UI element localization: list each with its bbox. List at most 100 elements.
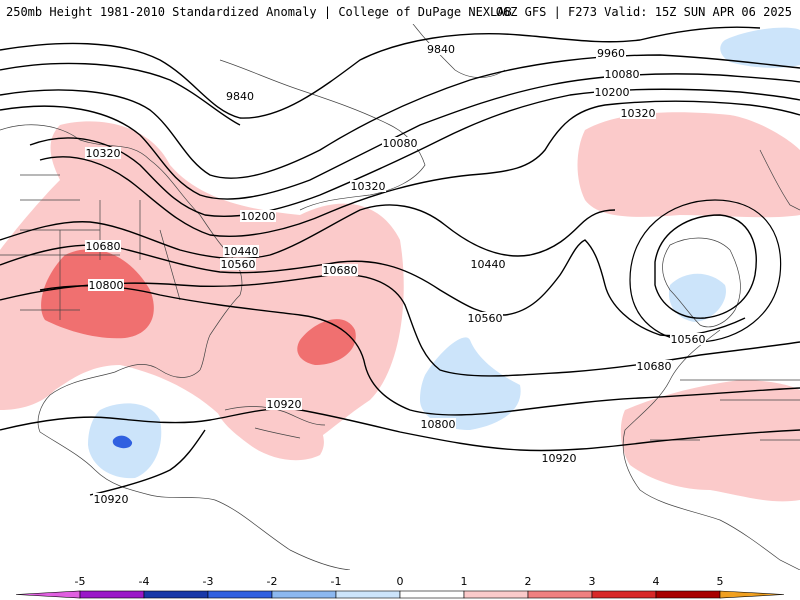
colorbar-tick-label: -1 [331,575,342,588]
contour-label: 10080 [382,137,418,150]
contour-label: 10800 [420,418,456,431]
colorbar-segment [655,590,721,599]
colorbar-segment [79,590,145,599]
contour-label: 10440 [223,245,259,258]
svg-text:10800: 10800 [421,418,456,431]
contour-label: 10080 [604,68,640,81]
colorbar-tick-label: 2 [525,575,532,588]
colorbar-segment [719,590,785,599]
colorbar-tick-label: -2 [267,575,278,588]
contour-label: 10200 [240,210,276,223]
colorbar-tick-label: 1 [461,575,468,588]
contour-10920 [0,407,800,452]
colorbar-tick-label: -4 [139,575,150,588]
header-bar: 250mb Height 1981-2010 Standardized Anom… [0,0,800,24]
strong-anomaly-atlantic [297,319,356,365]
contour-10560 [0,239,746,337]
svg-text:10560: 10560 [671,333,706,346]
contour-label: 9960 [596,47,626,60]
colorbar-segment [335,590,401,599]
contour-10200 [29,88,800,217]
colorbar-ticks: -5 -4 -3 -2 -1 0 1 2 3 4 5 [75,575,724,588]
svg-text:10560: 10560 [221,258,256,271]
contour-label: 10680 [322,264,358,277]
svg-text:10080: 10080 [383,137,418,150]
colorbar-tick-label: -3 [203,575,214,588]
contour-label: 10560 [467,312,503,325]
contour-10680 [0,273,800,377]
contour-10320 [39,100,800,237]
strong-anomaly-us [41,249,154,339]
svg-text:10440: 10440 [224,245,259,258]
negative-anomaly-northeast [720,27,800,68]
contour-label: 10560 [670,333,706,346]
height-contours [0,26,800,496]
anomaly-shading [0,27,800,502]
model-run-info: 06Z GFS | F273 Valid: 15Z SUN APR 06 202… [495,5,792,19]
contour-10920-south [89,429,206,496]
colorbar-segment [399,590,465,599]
svg-text:10920: 10920 [267,398,302,411]
contour-label: 10680 [636,360,672,373]
svg-text:10680: 10680 [637,360,672,373]
svg-text:9840: 9840 [226,90,254,103]
colorbar-legend: -5 -4 -3 -2 -1 0 1 2 3 4 5 [0,570,800,600]
svg-text:10320: 10320 [351,180,386,193]
colorbar-tick-label: 4 [653,575,660,588]
svg-text:10320: 10320 [621,107,656,120]
positive-anomaly-us [0,121,404,453]
colorbar [15,590,785,599]
svg-text:10440: 10440 [471,258,506,271]
contour-label: 10320 [85,147,121,160]
svg-text:10200: 10200 [595,86,630,99]
contour-9960 [0,54,800,179]
svg-text:10200: 10200 [241,210,276,223]
contour-10080 [0,73,800,200]
colorbar-segment [527,590,593,599]
colorbar-segment [591,590,657,599]
contour-9840 [0,26,761,119]
contour-labels: 9840 9840 9960 10080 10080 10200 10200 1… [85,43,706,506]
contour-label: 9840 [426,43,456,56]
contour-label: 10680 [85,240,121,253]
svg-text:9840: 9840 [427,43,455,56]
svg-text:10080: 10080 [605,68,640,81]
contour-10800 [39,285,800,416]
contour-label: 10320 [350,180,386,193]
colorbar-tick-label: 3 [589,575,596,588]
contour-9840-west [0,62,241,126]
positive-anomaly-north-atlantic [577,112,800,218]
contour-label: 10920 [541,452,577,465]
svg-text:9960: 9960 [597,47,625,60]
map-title: 250mb Height 1981-2010 Standardized Anom… [6,5,512,19]
contour-label: 10920 [93,493,129,506]
svg-text:10680: 10680 [86,240,121,253]
colorbar-segment [271,590,337,599]
contour-label: 10800 [88,279,124,292]
negative-anomaly-iberia [668,273,726,322]
contour-10440 [0,204,616,260]
colorbar-tick-label: -5 [75,575,86,588]
svg-text:10680: 10680 [323,264,358,277]
contour-label: 10920 [266,398,302,411]
svg-text:10320: 10320 [86,147,121,160]
positive-anomaly-africa [620,380,800,502]
colorbar-segment [207,590,273,599]
svg-text:10560: 10560 [468,312,503,325]
contour-label: 10440 [470,258,506,271]
contour-label: 9840 [225,90,255,103]
svg-text:10920: 10920 [542,452,577,465]
colorbar-tick-label: 5 [717,575,724,588]
colorbar-tick-label: 0 [397,575,404,588]
contour-high-iberia [654,214,757,319]
colorbar-segment [463,590,529,599]
contour-label: 10200 [594,86,630,99]
anomaly-map: 9840 9840 9960 10080 10080 10200 10200 1… [0,24,800,570]
colorbar-segment [143,590,209,599]
negative-anomaly-central-atlantic [420,337,521,430]
contour-label: 10560 [220,258,256,271]
moderate-negative-anomaly-spot [112,435,133,449]
contour-label: 10320 [620,107,656,120]
svg-text:10920: 10920 [94,493,129,506]
svg-text:10800: 10800 [89,279,124,292]
